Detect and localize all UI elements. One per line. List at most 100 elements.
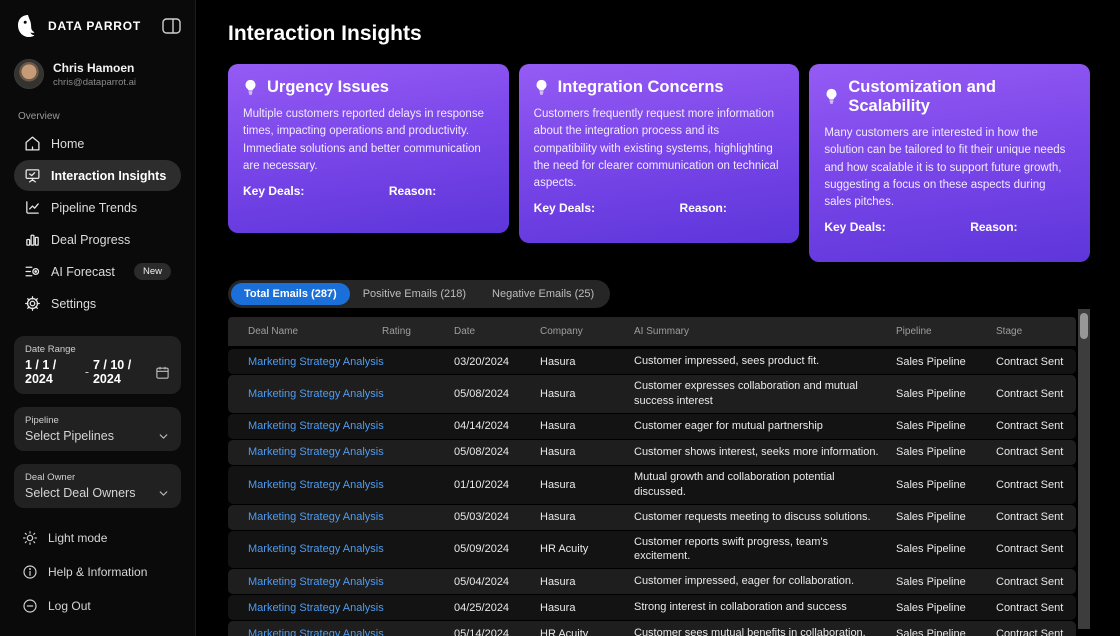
deal-owner-select[interactable]: Deal Owner Select Deal Owners: [14, 464, 181, 508]
table-scrollbar-thumb[interactable]: [1080, 313, 1088, 340]
col-stage: Stage: [996, 326, 1023, 338]
lightbulb-icon: [824, 88, 839, 106]
brand: DATA PARROT: [14, 13, 181, 39]
date-range-end[interactable]: 7 / 10 / 2024: [92, 358, 132, 386]
insight-card-title: Urgency Issues: [267, 78, 389, 96]
deal-name-link[interactable]: Marketing Strategy Analysis: [248, 601, 384, 614]
deal-name-link[interactable]: Marketing Strategy Analysis: [248, 543, 384, 556]
reason-header: Reason:: [970, 220, 1018, 235]
table-scrollbar[interactable]: [1078, 309, 1090, 630]
deal-name-link[interactable]: Marketing Strategy Analysis: [248, 446, 384, 459]
user-profile[interactable]: Chris Hamoen chris@dataparrot.ai: [14, 59, 181, 89]
col-company: Company: [540, 326, 583, 338]
date-cell: 05/09/2024: [454, 543, 510, 556]
stage-cell: Contract Sent: [996, 355, 1064, 368]
key-deals-header: Key Deals:: [243, 184, 305, 198]
email-tab[interactable]: Positive Emails (218): [362, 288, 467, 301]
stage-cell: Contract Sent: [996, 601, 1064, 614]
info-icon: [22, 564, 38, 580]
deal-name-link[interactable]: Marketing Strategy Analysis: [248, 355, 384, 368]
company-cell: Hasura: [540, 478, 576, 491]
sidebar-item-interaction-insights[interactable]: Interaction Insights: [14, 160, 181, 191]
key-deals-header: Key Deals:: [533, 201, 596, 216]
sidebar-item-settings[interactable]: Settings: [14, 288, 181, 319]
pipeline-cell: Sales Pipeline: [896, 543, 966, 556]
deal-name-link[interactable]: Marketing Strategy Analysis: [248, 575, 384, 588]
ai-summary-cell: Customer shows interest, seeks more info…: [634, 446, 879, 459]
company-cell: Hasura: [540, 446, 576, 459]
help-information-label: Help & Information: [48, 565, 148, 579]
insight-card: Integration Concerns Customers frequentl…: [518, 64, 800, 244]
ai-forecast-icon: [24, 263, 41, 280]
date-cell: 05/04/2024: [454, 575, 510, 588]
pipeline-select[interactable]: Pipeline Select Pipelines: [14, 407, 181, 451]
date-range-label: Date Range: [25, 344, 76, 355]
ai-summary-cell: Customer impressed, eager for collaborat…: [634, 575, 855, 588]
pipeline-cell: Sales Pipeline: [896, 420, 966, 433]
insight-card: Urgency Issues Multiple customers report…: [228, 64, 509, 233]
date-cell: 04/14/2024: [454, 420, 510, 433]
sidebar-filters: Date Range 1 / 1 / 2024 - 7 / 10 / 2024 …: [14, 336, 181, 521]
date-cell: 03/20/2024: [454, 355, 510, 368]
table-row: Marketing Strategy Analysis 03/20/2024 H…: [228, 349, 1076, 375]
sidebar-item-ai-forecast[interactable]: AI Forecast New: [14, 256, 181, 287]
deal-name-link[interactable]: Marketing Strategy Analysis: [248, 511, 384, 524]
deal-name-link[interactable]: Marketing Strategy Analysis: [248, 388, 384, 401]
date-range-picker[interactable]: Date Range 1 / 1 / 2024 - 7 / 10 / 2024: [14, 336, 181, 394]
presentation-icon: [24, 167, 41, 184]
ai-summary-cell: Customer sees mutual benefits in collabo…: [634, 627, 866, 636]
pipeline-label: Pipeline: [25, 415, 59, 426]
main-content: Interaction Insights Urgency Issues Mult…: [196, 0, 1120, 636]
sidebar: DATA PARROT Chris Hamoen chris@dataparro…: [0, 0, 196, 636]
insight-card-title: Integration Concerns: [557, 78, 724, 96]
table-body: Marketing Strategy Analysis 03/20/2024 H…: [228, 349, 1076, 636]
table-row: Marketing Strategy Analysis 04/25/2024 H…: [228, 595, 1076, 621]
col-rating: Rating: [382, 326, 411, 338]
email-tab[interactable]: Total Emails (287): [231, 283, 350, 306]
pipeline-cell: Sales Pipeline: [896, 446, 966, 459]
gear-icon: [24, 295, 41, 312]
log-out-button[interactable]: Log Out: [14, 589, 181, 623]
help-information[interactable]: Help & Information: [14, 555, 181, 589]
pipeline-cell: Sales Pipeline: [896, 627, 966, 636]
date-range-start[interactable]: 1 / 1 / 2024: [25, 358, 57, 386]
sidebar-item-home[interactable]: Home: [14, 128, 181, 159]
stage-cell: Contract Sent: [996, 543, 1064, 556]
pipeline-cell: Sales Pipeline: [896, 575, 966, 588]
sidebar-item-pipeline-trends[interactable]: Pipeline Trends: [14, 192, 181, 223]
ai-summary-cell: Mutual growth and collaboration potentia…: [634, 470, 835, 498]
sidebar-item-deal-progress[interactable]: Deal Progress: [14, 224, 181, 255]
new-badge: New: [133, 263, 171, 280]
calendar-icon[interactable]: [155, 365, 170, 380]
stage-cell: Contract Sent: [996, 478, 1064, 491]
deal-name-link[interactable]: Marketing Strategy Analysis: [248, 420, 384, 433]
light-mode-toggle[interactable]: Light mode: [14, 521, 181, 555]
date-cell: 04/25/2024: [454, 601, 510, 614]
table-row: Marketing Strategy Analysis 04/14/2024 H…: [228, 413, 1076, 439]
logout-icon: [22, 598, 38, 614]
ai-summary-cell: Customer reports swift progress, team's …: [634, 535, 829, 563]
sidebar-item-label: AI Forecast: [51, 264, 115, 279]
deal-name-link[interactable]: Marketing Strategy Analysis: [248, 478, 384, 491]
home-icon: [24, 135, 41, 152]
user-email: chris@dataparrot.ai: [53, 76, 137, 88]
sidebar-collapse-icon[interactable]: [162, 18, 181, 34]
pipeline-cell: Sales Pipeline: [896, 478, 966, 491]
deal-name-link[interactable]: Marketing Strategy Analysis: [248, 627, 384, 636]
stage-cell: Contract Sent: [996, 446, 1064, 459]
deal-owner-label: Deal Owner: [25, 472, 76, 483]
pipeline-cell: Sales Pipeline: [896, 511, 966, 524]
lightbulb-icon: [534, 79, 549, 97]
reason-header: Reason:: [388, 184, 437, 198]
table-row: Marketing Strategy Analysis 01/10/2024 H…: [228, 465, 1076, 504]
insight-card-body: Multiple customers reported delays in re…: [243, 108, 484, 172]
sidebar-item-label: Settings: [51, 296, 97, 311]
company-cell: Hasura: [540, 511, 576, 524]
sun-icon: [22, 530, 38, 546]
email-tab[interactable]: Negative Emails (25): [492, 288, 595, 301]
pipeline-cell: Sales Pipeline: [896, 388, 966, 401]
ai-summary-cell: Strong interest in collaboration and suc…: [634, 601, 847, 614]
ai-summary-cell: Customer expresses collaboration and mut…: [634, 380, 858, 408]
key-deals-grid: Key Deals: Reason:: [243, 184, 494, 219]
table-row: Marketing Strategy Analysis 05/08/2024 H…: [228, 439, 1076, 465]
